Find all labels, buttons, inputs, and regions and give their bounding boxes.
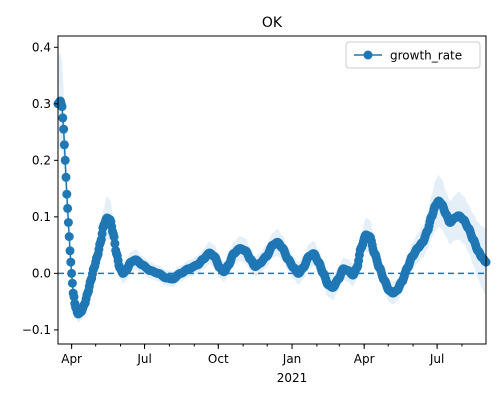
data-point [109, 232, 119, 242]
plot-frame [57, 35, 487, 345]
x-tick-label: Oct [208, 352, 229, 366]
y-tick-label: 0.0 [32, 266, 51, 280]
legend-box [345, 41, 481, 69]
confidence-band-layer [58, 53, 486, 323]
data-point [64, 232, 74, 242]
chart-title: OK [262, 15, 283, 31]
data-point [67, 278, 77, 288]
data-point [63, 203, 73, 213]
data-point [57, 102, 67, 112]
data-point [65, 246, 75, 256]
data-point [63, 218, 73, 227]
data-point [61, 172, 71, 182]
y-tick-label: −0.1 [22, 323, 51, 337]
x-tick-label: Jul [136, 352, 151, 366]
series-layer [53, 96, 491, 319]
y-tick-label: 0.4 [32, 40, 51, 54]
data-point [69, 292, 79, 302]
confidence-band [58, 53, 486, 323]
data-point [62, 189, 72, 199]
y-tick-label: 0.3 [32, 97, 51, 111]
data-point [59, 124, 69, 134]
data-point [59, 140, 69, 150]
x-tick-label: Apr [61, 352, 82, 366]
legend-label: growth_rate [390, 49, 462, 63]
data-point [110, 239, 120, 249]
legend: growth_rate [345, 41, 481, 69]
x-tick-label: Jul [429, 352, 444, 366]
x-tick-sublabel: 2021 [277, 371, 308, 385]
y-tick-label: 0.2 [32, 153, 51, 167]
data-point [66, 257, 76, 267]
data-point [58, 113, 68, 123]
axes: −0.1 0.0 0.1 0.2 0.3 0.4 Apr Jul Oct Jan 2021 Apr Ju… [22, 35, 487, 385]
legend-marker-swatch [363, 50, 373, 60]
y-tick-label: 0.1 [32, 210, 51, 224]
data-point [60, 155, 70, 165]
x-tick-label: Apr [354, 352, 375, 366]
x-tick-label: Jan [282, 352, 302, 366]
data-point [67, 268, 77, 278]
